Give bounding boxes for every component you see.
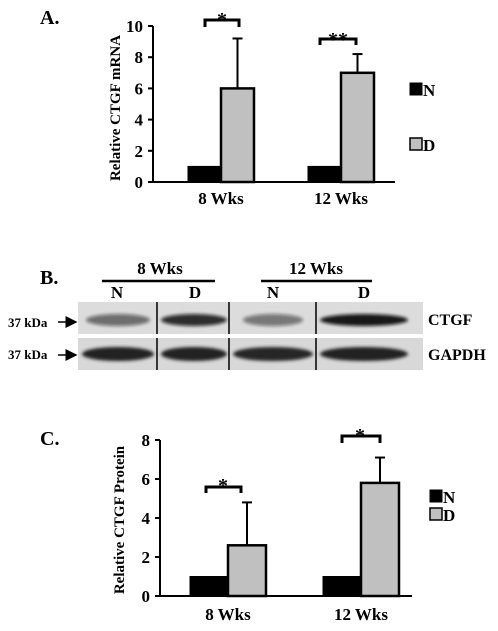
bar-n-1 [307,165,342,183]
bar-n-0 [189,576,229,597]
bar-n-0 [187,165,222,183]
x-category-label: 8 Wks [205,605,251,624]
band-label-ctgf: CTGF [428,312,473,329]
significance-bracket [340,434,382,443]
group-label-8wks: 8 Wks [137,259,183,278]
y-tick-label: 2 [142,548,151,567]
legend-swatch-n [409,82,423,96]
y-tick-label: 6 [142,470,151,489]
significance-star: * [355,425,365,447]
x-category-label: 8 Wks [198,189,244,208]
x-category-label: 12 Wks [314,189,368,208]
panel-c-ylabel: Relative CTGF Protein [112,445,128,594]
legend-swatch-d [409,137,423,151]
y-tick-label: 0 [135,173,144,192]
panel-c-label: C. [40,428,59,450]
panel-a: A. Relative CTGF mRNA 0 2 4 6 8 10 8 Wks 12 Wk… [40,7,436,208]
blot-gapdh-bands [82,347,408,361]
group-label-12wks: 12 Wks [289,259,343,278]
lane-label: D [358,283,370,302]
y-tick-label: 0 [142,587,151,606]
y-tick-label: 4 [142,509,151,528]
panel-a-x-axis: 8 Wks 12 Wks [198,189,368,208]
blot-ctgf-bands [86,314,408,326]
y-tick-label: 4 [135,111,144,130]
lane-label: N [111,283,124,302]
blot-band [86,314,150,326]
blot-band [233,347,313,361]
blot-band [161,314,227,326]
significance-star: * [217,9,227,31]
panel-a-significance: * ** [203,9,358,51]
legend-label-n: N [443,488,456,507]
panel-a-legend: N D [409,81,436,155]
panel-b-label: B. [40,267,58,289]
blot-band [161,347,227,361]
legend-swatch-n [429,489,443,503]
y-tick-label: 8 [142,431,151,450]
significance-bracket [203,18,241,27]
significance-star: ** [328,29,348,51]
panel-c: C. Relative CTGF Protein 0 2 4 6 8 8 Wks 12 W… [40,425,456,624]
legend-label-n: N [423,81,436,100]
bar-d-1 [339,71,376,184]
panel-a-plot [187,37,376,184]
significance-star: * [218,475,228,497]
panel-a-ylabel: Relative CTGF mRNA [108,35,124,181]
significance-bracket [318,37,358,45]
x-category-label: 12 Wks [334,605,388,624]
blot-band [320,347,408,361]
panel-a-label: A. [40,7,59,29]
y-tick-label: 8 [135,48,144,67]
significance-bracket [204,485,243,493]
marker-label: 37 kDa [8,315,48,330]
lane-label: N [267,283,280,302]
bar-d-0 [219,87,256,184]
panel-c-legend: N D [429,488,456,525]
lane-label: D [189,283,201,302]
blot-band [82,347,154,361]
legend-swatch-d [429,507,443,521]
panel-c-significance: * * [204,425,382,497]
legend-label-d: D [423,136,435,155]
y-tick-label: 10 [126,17,143,36]
blot-band [243,314,303,326]
panel-c-plot [189,456,401,598]
panel-c-x-axis: 8 Wks 12 Wks [205,605,388,624]
y-tick-label: 2 [135,142,144,161]
band-label-gapdh: GAPDH [428,347,486,364]
marker-label: 37 kDa [8,347,48,362]
bar-n-1 [322,576,362,597]
panel-b: B. 8 Wks 12 Wks N D N D CTGF GAPDH 37 kD… [8,259,486,370]
y-tick-label: 6 [135,79,144,98]
bar-d-0 [226,544,268,598]
blot-band [320,314,408,326]
bar-d-1 [359,481,401,598]
legend-label-d: D [443,506,455,525]
